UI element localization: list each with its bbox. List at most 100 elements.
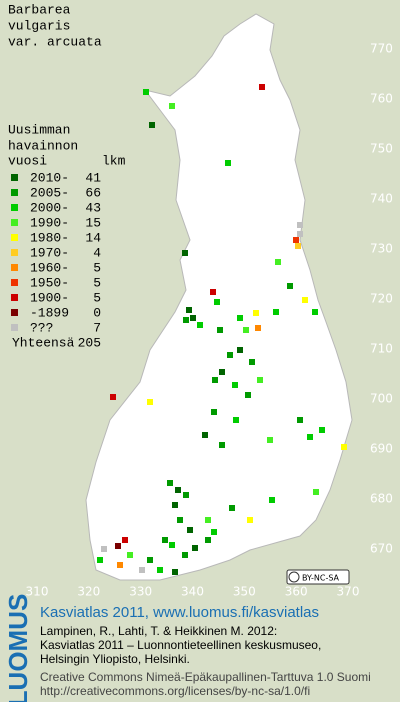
occurrence-square bbox=[255, 325, 261, 331]
y-tick-label: 730 bbox=[370, 242, 393, 256]
legend-label: 1950- bbox=[30, 275, 69, 290]
occurrence-square bbox=[273, 309, 279, 315]
citation: Helsingin Yliopisto, Helsinki. bbox=[40, 652, 190, 666]
occurrence-square bbox=[297, 231, 303, 237]
occurrence-square bbox=[197, 322, 203, 328]
occurrence-square bbox=[211, 529, 217, 535]
occurrence-squares bbox=[97, 84, 347, 575]
x-tick-label: 340 bbox=[181, 585, 204, 599]
x-tick-label: 330 bbox=[129, 585, 152, 599]
y-tick-label: 700 bbox=[370, 392, 393, 406]
occurrence-square bbox=[205, 517, 211, 523]
occurrence-square bbox=[115, 543, 121, 549]
legend-label: 1980- bbox=[30, 230, 69, 245]
footer-link[interactable]: Kasviatlas 2011, www.luomus.fi/kasviatla… bbox=[40, 604, 319, 621]
legend-label: 2000- bbox=[30, 200, 69, 215]
finland-outline bbox=[85, 13, 353, 581]
occurrence-square bbox=[183, 317, 189, 323]
y-tick-label: 760 bbox=[370, 92, 393, 106]
occurrence-square bbox=[249, 359, 255, 365]
occurrence-square bbox=[319, 427, 325, 433]
x-tick-label: 310 bbox=[26, 585, 49, 599]
citation: Kasviatlas 2011 – Luonnontieteellinen ke… bbox=[40, 638, 321, 652]
occurrence-square bbox=[211, 409, 217, 415]
occurrence-square bbox=[210, 289, 216, 295]
occurrence-square bbox=[167, 480, 173, 486]
legend-count: 0 bbox=[93, 305, 101, 320]
legend-label: 1970- bbox=[30, 245, 69, 260]
occurrence-square bbox=[143, 89, 149, 95]
occurrence-square bbox=[192, 545, 198, 551]
legend-swatch bbox=[11, 174, 18, 181]
legend-count: 66 bbox=[85, 185, 101, 200]
occurrence-square bbox=[247, 517, 253, 523]
legend-count: 5 bbox=[93, 290, 101, 305]
legend-swatch bbox=[11, 294, 18, 301]
legend-swatch bbox=[11, 264, 18, 271]
legend-label: 2005- bbox=[30, 185, 69, 200]
occurrence-square bbox=[186, 307, 192, 313]
y-tick-label: 680 bbox=[370, 492, 393, 506]
occurrence-square bbox=[97, 557, 103, 563]
legend-swatch bbox=[11, 219, 18, 226]
occurrence-square bbox=[202, 432, 208, 438]
license-badge[interactable]: BY-NC-SA bbox=[286, 569, 350, 585]
occurrence-square bbox=[243, 327, 249, 333]
occurrence-square bbox=[214, 299, 220, 305]
occurrence-square bbox=[233, 417, 239, 423]
y-tick-label: 750 bbox=[370, 142, 393, 156]
occurrence-square bbox=[341, 444, 347, 450]
occurrence-square bbox=[177, 517, 183, 523]
license-url[interactable]: http://creativecommons.org/licenses/by-n… bbox=[40, 684, 310, 698]
y-tick-label: 710 bbox=[370, 342, 393, 356]
legend-label: -1899 bbox=[30, 305, 69, 320]
species-name: var. arcuata bbox=[8, 34, 102, 49]
occurrence-square bbox=[297, 417, 303, 423]
y-tick-label: 670 bbox=[370, 542, 393, 556]
occurrence-square bbox=[232, 382, 238, 388]
legend-column: lkm bbox=[102, 153, 126, 168]
occurrence-square bbox=[101, 546, 107, 552]
occurrence-square bbox=[162, 537, 168, 543]
occurrence-square bbox=[293, 237, 299, 243]
legend-swatch bbox=[11, 204, 18, 211]
occurrence-square bbox=[313, 489, 319, 495]
occurrence-square bbox=[217, 327, 223, 333]
cc-icon bbox=[288, 571, 300, 583]
legend-label: ??? bbox=[30, 320, 53, 335]
occurrence-square bbox=[237, 315, 243, 321]
occurrence-square bbox=[149, 122, 155, 128]
occurrence-square bbox=[267, 437, 273, 443]
legend-count: 14 bbox=[85, 230, 101, 245]
legend-count: 15 bbox=[85, 215, 101, 230]
legend-header: havainnon bbox=[8, 138, 78, 153]
occurrence-square bbox=[312, 309, 318, 315]
legend-count: 5 bbox=[93, 260, 101, 275]
total-count: 205 bbox=[78, 335, 101, 350]
legend-swatch bbox=[11, 324, 18, 331]
license-text: Creative Commons Nimeä-Epäkaupallinen-Ta… bbox=[40, 670, 371, 684]
y-tick-label: 770 bbox=[370, 42, 393, 56]
legend-label: 2010- bbox=[30, 170, 69, 185]
occurrence-square bbox=[307, 434, 313, 440]
y-tick-label: 740 bbox=[370, 192, 393, 206]
legend-column: vuosi bbox=[8, 153, 47, 168]
legend-count: 4 bbox=[93, 245, 101, 260]
occurrence-square bbox=[139, 567, 145, 573]
occurrence-square bbox=[190, 315, 196, 321]
legend-swatch bbox=[11, 279, 18, 286]
y-tick-label: 690 bbox=[370, 442, 393, 456]
badge-text: BY-NC-SA bbox=[302, 574, 340, 583]
species-name: vulgaris bbox=[8, 18, 70, 33]
species-name: Barbarea bbox=[8, 2, 71, 17]
occurrence-square bbox=[257, 377, 263, 383]
occurrence-square bbox=[169, 103, 175, 109]
legend-swatch bbox=[11, 249, 18, 256]
occurrence-square bbox=[117, 562, 123, 568]
x-tick-label: 360 bbox=[285, 585, 308, 599]
legend-count: 7 bbox=[93, 320, 101, 335]
occurrence-square bbox=[172, 569, 178, 575]
logo: LUOMUS bbox=[3, 594, 33, 702]
occurrence-square bbox=[287, 283, 293, 289]
